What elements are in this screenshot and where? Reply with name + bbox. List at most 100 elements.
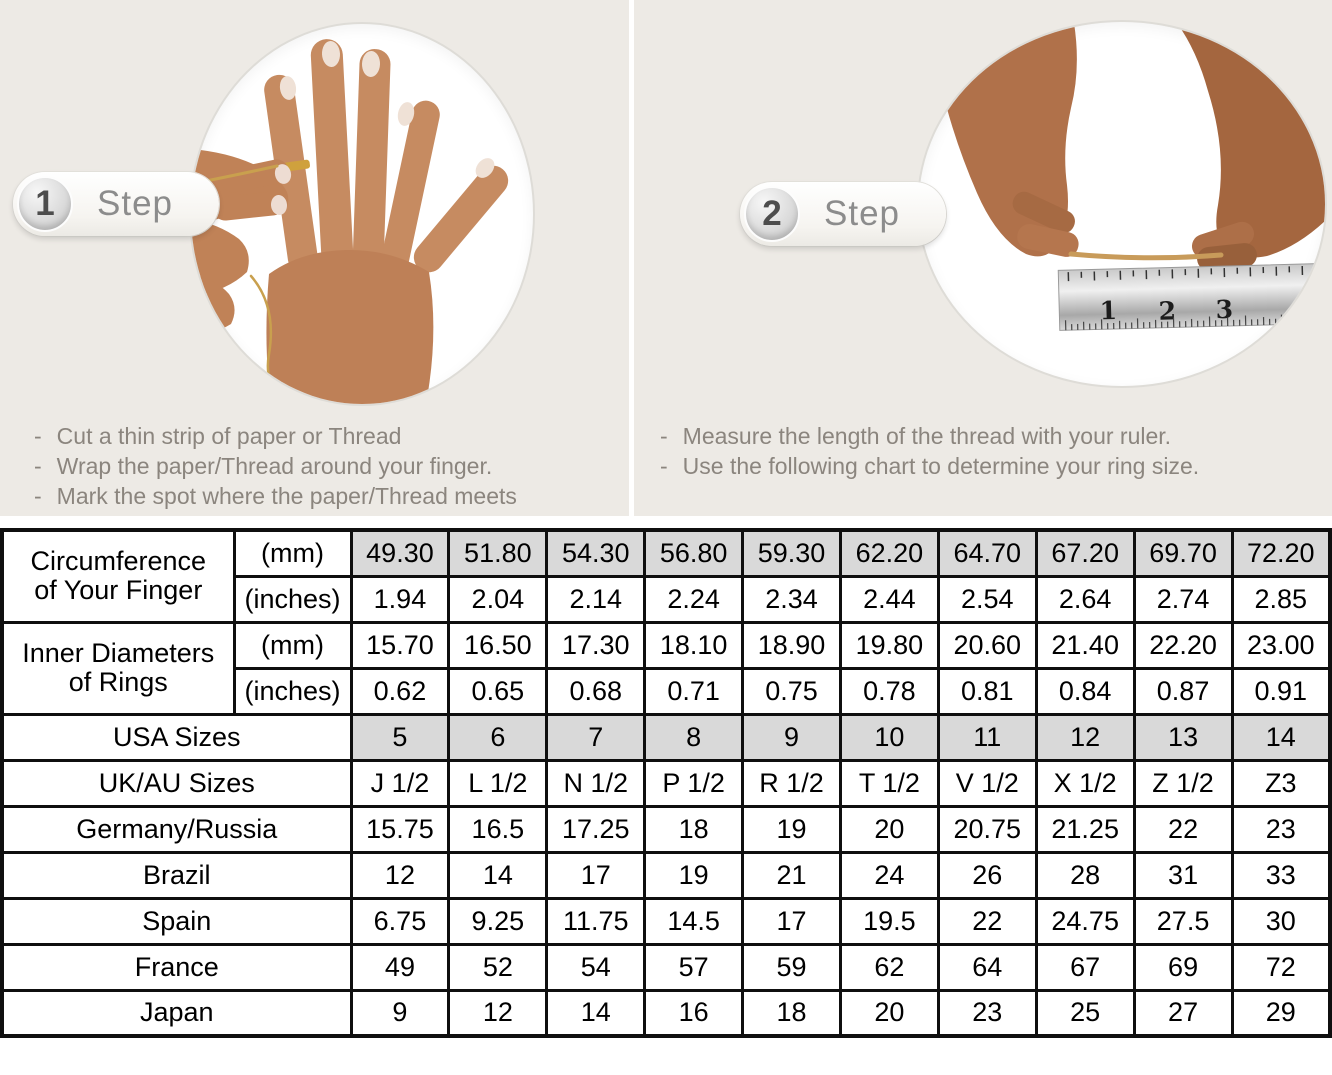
- step1-photo-circle: [191, 24, 533, 404]
- ruler-number-3: 3: [1215, 295, 1233, 324]
- step2-number-circle: 2: [744, 186, 800, 242]
- table-cell: 59: [741, 942, 842, 992]
- row-label-cell: USA Sizes: [0, 712, 353, 762]
- instruction-text: Use the following chart to determine you…: [682, 453, 1200, 479]
- table-cell: 20.75: [936, 804, 1038, 854]
- usa-sizes-row: USA Sizes 5 6 7 8 9 10 11 12 13 14: [0, 712, 1332, 762]
- table-cell: 7: [545, 712, 647, 762]
- instruction-text: Wrap the paper/Thread around your finger…: [56, 453, 493, 479]
- table-cell: 25: [1034, 988, 1136, 1038]
- instruction-line: - Cut a thin strip of paper or Thread: [34, 423, 402, 449]
- ruler-number-2: 2: [1158, 296, 1176, 325]
- table-cell: 21: [741, 850, 842, 900]
- table-cell: Z3: [1230, 758, 1332, 808]
- table-cell: 19.5: [838, 896, 940, 946]
- table-cell: P 1/2: [643, 758, 745, 808]
- row-label-cell: UK/AU Sizes: [0, 758, 353, 808]
- table-cell: 14: [447, 850, 549, 900]
- uk-au-sizes-row: UK/AU Sizes J 1/2 L 1/2 N 1/2 P 1/2 R 1/…: [0, 758, 1332, 808]
- thread-icon: [1068, 251, 1224, 261]
- table-cell: 22: [1132, 804, 1234, 854]
- circumference-label-cell: Circumference of Your Finger: [0, 528, 236, 624]
- hand-with-thread-illustration: [191, 39, 509, 404]
- table-cell: 16: [643, 988, 745, 1038]
- circumference-inches-row: (inches) 1.94 2.04 2.14 2.24 2.34 2.44 2…: [2, 575, 1332, 624]
- table-cell: 16.5: [447, 804, 549, 854]
- table-cell: 69.70: [1132, 528, 1234, 578]
- table-cell: 2.34: [741, 575, 842, 624]
- table-cell: 2.85: [1230, 575, 1332, 624]
- table-cell: 19: [643, 850, 745, 900]
- table-cell: 2.74: [1132, 575, 1234, 624]
- table-cell: 19.80: [838, 620, 940, 670]
- table-cell: 22: [936, 896, 1038, 946]
- step1-number-circle: 1: [17, 176, 73, 232]
- table-cell: 20: [838, 804, 940, 854]
- table-cell: 26: [936, 850, 1038, 900]
- step1-badge: 1 Step: [13, 172, 219, 236]
- table-cell: 30: [1230, 896, 1332, 946]
- circumference-mm-row: Circumference of Your Finger (mm) 49.30 …: [0, 528, 1332, 624]
- table-cell: 0.71: [643, 667, 745, 716]
- table-cell: 49.30: [349, 528, 451, 578]
- table-cell: 64.70: [936, 528, 1038, 578]
- table-cell: N 1/2: [545, 758, 647, 808]
- spain-row: Spain 6.75 9.25 11.75 14.5 17 19.5 22 24…: [0, 896, 1332, 946]
- table-cell: 2.24: [643, 575, 745, 624]
- table-cell: 72: [1230, 942, 1332, 992]
- table-cell: 14.5: [643, 896, 745, 946]
- row-label-cell: Germany/Russia: [0, 804, 353, 854]
- france-row: France 49 52 54 57 59 62 64 67 69 72: [0, 942, 1332, 992]
- step1-label: Step: [97, 184, 173, 223]
- table-cell: L 1/2: [447, 758, 549, 808]
- table-cell: 17: [545, 850, 647, 900]
- table-cell: 23: [936, 988, 1038, 1038]
- table-cell: J 1/2: [349, 758, 451, 808]
- table-cell: 14: [1230, 712, 1332, 762]
- diameter-mm-row: Inner Diameters of Rings (mm) 15.70 16.5…: [0, 620, 1332, 716]
- table-cell: 0.78: [838, 667, 940, 716]
- table-cell: 2.64: [1034, 575, 1136, 624]
- table-cell: 14: [545, 988, 647, 1038]
- table-cell: 0.68: [545, 667, 647, 716]
- table-cell: 17.30: [545, 620, 647, 670]
- table-cell: 57: [643, 942, 745, 992]
- table-cell: 12: [349, 850, 451, 900]
- table-cell: 23.00: [1230, 620, 1332, 670]
- step1-instructions: - Cut a thin strip of paper or Thread - …: [34, 421, 517, 511]
- table-cell: 0.87: [1132, 667, 1234, 716]
- table-cell: 16.50: [447, 620, 549, 670]
- table-cell: 54: [545, 942, 647, 992]
- table-cell: R 1/2: [741, 758, 842, 808]
- table-cell: 6: [447, 712, 549, 762]
- unit-label-cell: (inches): [232, 575, 353, 624]
- instruction-line: - Wrap the paper/Thread around your fing…: [34, 453, 493, 479]
- instruction-line: - Use the following chart to determine y…: [660, 453, 1200, 479]
- table-cell: 0.81: [936, 667, 1038, 716]
- table-cell: 18.10: [643, 620, 745, 670]
- table-cell: 18.90: [741, 620, 842, 670]
- table-cell: 69: [1132, 942, 1234, 992]
- table-cell: 15.70: [349, 620, 451, 670]
- table-cell: 59.30: [741, 528, 842, 578]
- table-cell: 23: [1230, 804, 1332, 854]
- table-cell: 67.20: [1034, 528, 1136, 578]
- ring-size-table-section: Circumference of Your Finger (mm) 49.30 …: [0, 528, 1332, 1038]
- germany-russia-row: Germany/Russia 15.75 16.5 17.25 18 19 20…: [0, 804, 1332, 854]
- table-cell: 17: [741, 896, 842, 946]
- unit-label-cell: (inches): [232, 667, 353, 716]
- measuring-thread-ruler-illustration: 1 2 3: [934, 23, 1325, 331]
- table-cell: 2.44: [838, 575, 940, 624]
- steps-section: 1 Step: [0, 0, 1332, 516]
- instruction-text: Cut a thin strip of paper or Thread: [56, 423, 402, 449]
- unit-label-cell: (mm): [232, 528, 353, 578]
- step2-photo-circle: 1 2 3: [919, 22, 1325, 386]
- table-cell: 0.91: [1230, 667, 1332, 716]
- table-cell: 24.75: [1034, 896, 1136, 946]
- table-cell: Z 1/2: [1132, 758, 1234, 808]
- table-cell: 2.04: [447, 575, 549, 624]
- instruction-line: - Measure the length of the thread with …: [660, 423, 1172, 449]
- table-cell: V 1/2: [936, 758, 1038, 808]
- table-cell: 54.30: [545, 528, 647, 578]
- diameter-inches-row: (inches) 0.62 0.65 0.68 0.71 0.75 0.78 0…: [2, 667, 1332, 716]
